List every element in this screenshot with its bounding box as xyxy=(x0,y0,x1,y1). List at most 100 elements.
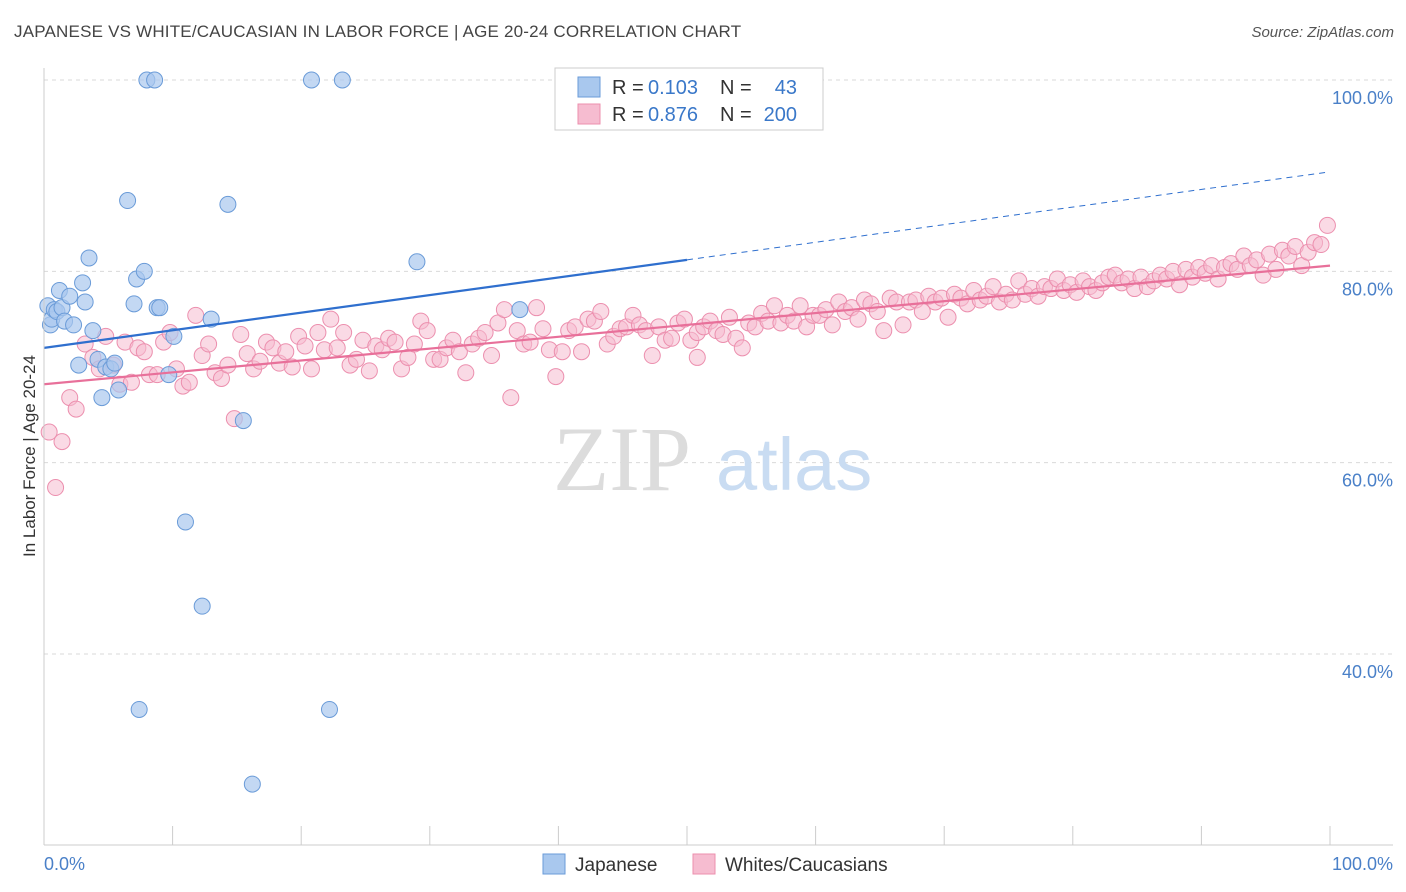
japanese-point xyxy=(302,71,320,89)
whites-point xyxy=(675,310,693,328)
series-japanese-points xyxy=(39,71,529,793)
japanese-point xyxy=(93,389,111,407)
legend-r-label-1: R = xyxy=(612,77,644,99)
whites-point xyxy=(277,343,295,361)
whites-point xyxy=(553,343,571,361)
whites-point xyxy=(296,337,314,355)
japanese-point xyxy=(333,71,351,89)
whites-point xyxy=(643,347,661,365)
japanese-point xyxy=(193,597,211,615)
watermark-zip: ZIP xyxy=(553,408,691,510)
y-axis-title: In Labor Force | Age 20-24 xyxy=(20,355,39,557)
bottom-legend-swatch-japanese xyxy=(542,853,566,875)
whites-point xyxy=(335,324,353,342)
whites-point xyxy=(939,308,957,326)
whites-point xyxy=(495,301,513,319)
legend-swatch-whites xyxy=(577,103,601,125)
japanese-point xyxy=(511,301,529,319)
whites-point xyxy=(200,335,218,353)
japanese-point xyxy=(70,356,88,374)
whites-point xyxy=(547,368,565,386)
whites-point xyxy=(483,347,501,365)
whites-point xyxy=(592,303,610,321)
whites-point xyxy=(238,345,256,363)
whites-trend-line xyxy=(43,264,1331,386)
whites-point xyxy=(849,310,867,328)
whites-point xyxy=(894,316,912,334)
japanese-point xyxy=(176,513,194,531)
whites-point xyxy=(502,389,520,407)
whites-point xyxy=(322,310,340,328)
whites-point xyxy=(67,400,85,418)
whites-point xyxy=(823,316,841,334)
y-tick-label: 100.0% xyxy=(1332,88,1393,108)
whites-point xyxy=(135,343,153,361)
whites-point xyxy=(302,360,320,378)
whites-point xyxy=(688,348,706,366)
whites-point xyxy=(347,350,365,368)
whites-point xyxy=(418,322,436,340)
whites-point xyxy=(47,479,65,497)
y-tick-label: 80.0% xyxy=(1342,279,1393,299)
whites-point xyxy=(219,356,237,374)
whites-point xyxy=(1312,236,1330,254)
japanese-point xyxy=(146,71,164,89)
bottom-legend-label-japanese: Japanese xyxy=(575,855,657,876)
whites-point xyxy=(405,335,423,353)
y-tick-label: 60.0% xyxy=(1342,471,1393,491)
legend-n-value-1: 43 xyxy=(775,77,797,99)
chart-title: JAPANESE VS WHITE/CAUCASIAN IN LABOR FOR… xyxy=(14,22,742,41)
whites-point xyxy=(1318,216,1336,234)
japanese-point xyxy=(135,262,153,280)
whites-point xyxy=(40,423,58,441)
japanese-point xyxy=(408,253,426,271)
x-tick-label-min: 0.0% xyxy=(44,854,85,874)
japanese-point xyxy=(76,293,94,311)
japanese-point xyxy=(151,299,169,317)
y-axis-tick-labels: 40.0% 60.0% 80.0% 100.0% xyxy=(1332,88,1393,682)
y-tick-label: 40.0% xyxy=(1342,662,1393,682)
whites-point xyxy=(720,308,738,326)
whites-point xyxy=(765,297,783,315)
legend-n-label-2: N = xyxy=(720,104,752,126)
whites-point xyxy=(534,320,552,338)
whites-point xyxy=(875,322,893,340)
japanese-point xyxy=(65,316,83,334)
whites-point xyxy=(187,306,205,324)
legend-n-value-2: 200 xyxy=(764,104,797,126)
bottom-legend-label-whites: Whites/Caucasians xyxy=(725,855,888,876)
japanese-point xyxy=(202,310,220,328)
legend-n-label-1: N = xyxy=(720,77,752,99)
whites-point xyxy=(457,364,475,382)
legend-r-value-1: 0.103 xyxy=(648,77,698,99)
whites-point xyxy=(817,301,835,319)
japanese-point xyxy=(119,192,137,210)
legend-r-label-2: R = xyxy=(612,104,644,126)
whites-point xyxy=(122,373,140,391)
japanese-point xyxy=(165,327,183,345)
whites-point xyxy=(232,325,250,343)
japanese-point xyxy=(130,700,148,718)
whites-point xyxy=(663,329,681,347)
japanese-point xyxy=(106,354,124,372)
whites-point xyxy=(573,343,591,361)
trend-lines xyxy=(43,171,1331,386)
legend-r-value-2: 0.876 xyxy=(648,104,698,126)
chart-source: Source: ZipAtlas.com xyxy=(1251,24,1394,41)
japanese-point xyxy=(74,274,92,292)
japanese-point xyxy=(110,381,128,399)
whites-point xyxy=(309,324,327,342)
whites-point xyxy=(328,339,346,357)
japanese-point xyxy=(320,700,338,718)
watermark-atlas: atlas xyxy=(716,423,872,506)
japanese-trend-line xyxy=(43,258,688,349)
x-axis-ticks xyxy=(43,826,1331,845)
japanese-point xyxy=(80,249,98,267)
japanese-point xyxy=(219,195,237,213)
japanese-point xyxy=(61,287,79,305)
whites-point xyxy=(984,278,1002,296)
series-whites-points xyxy=(40,216,1336,497)
japanese-point xyxy=(84,322,102,340)
series-legend: Japanese Whites/Caucasians xyxy=(542,853,888,876)
